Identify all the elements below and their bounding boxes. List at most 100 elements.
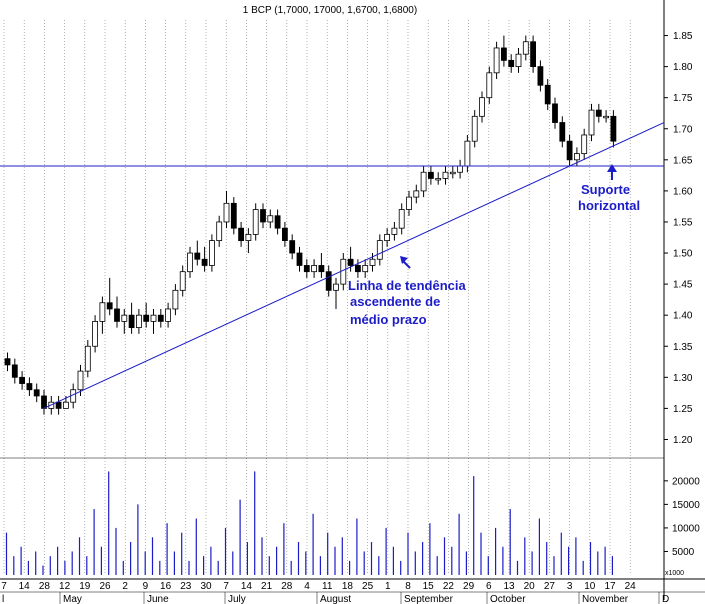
candle-up <box>486 72 493 99</box>
month-label: l <box>2 594 4 604</box>
candle-up <box>165 308 172 322</box>
month-label: September <box>404 594 454 604</box>
candle-down <box>566 140 573 161</box>
candle-up <box>92 320 98 347</box>
price-tick-label: 1.85 <box>673 31 693 42</box>
trend-annotation-line-1: Linha de tendência <box>348 278 467 293</box>
candlesticks <box>4 35 617 415</box>
date-tick-label: 13 <box>503 581 515 592</box>
candle-down <box>610 115 617 142</box>
candle-up <box>267 215 274 223</box>
date-tick-label: 4 <box>304 581 310 592</box>
candle-down <box>500 47 507 61</box>
candle-up <box>179 271 186 291</box>
volume-tick-label: 20000 <box>672 476 700 487</box>
candle-down <box>260 209 266 223</box>
candle-up <box>216 221 223 242</box>
candle-up <box>333 283 339 291</box>
candle-up <box>574 153 580 161</box>
candle-down <box>11 364 18 378</box>
candle-down <box>114 308 120 322</box>
price-tick-label: 1.20 <box>673 435 693 446</box>
trend-annotation-line-3: médio prazo <box>350 312 427 327</box>
candle-down <box>19 376 26 384</box>
price-tick-label: 1.60 <box>673 186 693 197</box>
candle-down <box>157 314 164 322</box>
candle-down <box>303 265 310 273</box>
candle-up <box>442 171 449 179</box>
candle-down <box>354 265 361 273</box>
date-tick-label: 9 <box>143 581 149 592</box>
candle-down <box>238 227 245 242</box>
candle-down <box>106 302 113 310</box>
price-tick-label: 1.30 <box>673 373 693 384</box>
candle-up <box>464 140 471 167</box>
candle-up <box>245 233 252 242</box>
candle-down <box>281 227 288 242</box>
date-tick-label: 11 <box>322 581 333 592</box>
price-axis-ticks: 1.20 1.25 1.30 1.35 1.40 1.45 1.50 1.55 1.60 1.65… <box>664 31 693 446</box>
month-label: July <box>228 594 246 604</box>
price-tick-label: 1.35 <box>673 342 693 353</box>
date-tick-label: 14 <box>241 581 253 592</box>
candle-up <box>398 209 405 229</box>
candle-up <box>471 115 478 142</box>
candle-up <box>121 314 128 322</box>
candle-up <box>208 240 215 266</box>
candle-down <box>325 271 332 291</box>
candle-down <box>530 41 536 68</box>
candle-up <box>479 97 485 117</box>
chart-title: 1 BCP (1,7000, 17000, 1,6700, 1,6800) <box>243 5 417 16</box>
date-tick-label: 3 <box>567 581 573 592</box>
candle-up <box>413 190 420 198</box>
price-tick-label: 1.50 <box>673 249 693 260</box>
candle-up <box>84 345 91 372</box>
candle-up <box>493 47 500 74</box>
candle-down <box>537 66 544 86</box>
date-tick-label: 14 <box>19 581 31 592</box>
month-label: D <box>662 594 669 604</box>
price-tick-label: 1.40 <box>673 311 693 322</box>
candle-down <box>427 171 434 179</box>
candle-down <box>143 314 150 322</box>
date-tick-label: 1 <box>385 581 391 592</box>
month-label: August <box>320 594 351 604</box>
date-tick-label: 25 <box>362 581 374 592</box>
candle-up <box>449 171 456 175</box>
candle-down <box>274 215 281 229</box>
date-tick-label: 28 <box>39 581 51 592</box>
candle-down <box>552 103 558 123</box>
trend-annotation-line-2: ascendente de <box>350 294 440 309</box>
date-tick-label: 18 <box>342 581 354 592</box>
candle-down <box>296 252 303 266</box>
date-tick-label: 8 <box>405 581 411 592</box>
candle-down <box>4 358 11 366</box>
candle-down <box>559 122 566 142</box>
date-tick-label: 6 <box>486 581 492 592</box>
candle-down <box>33 389 40 397</box>
date-tick-label: 21 <box>261 581 273 592</box>
candle-up <box>581 134 588 155</box>
date-tick-label: 28 <box>281 581 293 592</box>
candle-up <box>435 178 442 181</box>
candle-down <box>508 59 515 68</box>
candle-up <box>150 314 157 322</box>
volume-tick-label: 15000 <box>672 500 700 511</box>
date-tick-label: 24 <box>625 581 637 592</box>
date-tick-label: 17 <box>604 581 616 592</box>
candle-up <box>99 302 106 322</box>
candle-up <box>376 240 383 260</box>
candle-up <box>252 209 259 235</box>
date-tick-label: 30 <box>200 581 212 592</box>
candle-up <box>406 196 412 210</box>
candle-up <box>420 171 427 192</box>
volume-tick-label: 10000 <box>672 523 700 534</box>
price-tick-label: 1.25 <box>673 404 693 415</box>
price-tick-label: 1.80 <box>673 62 693 73</box>
month-label: June <box>147 594 169 604</box>
candle-down <box>55 401 62 409</box>
candle-up <box>63 401 69 409</box>
price-tick-label: 1.65 <box>673 155 693 166</box>
date-tick-label: 22 <box>443 581 455 592</box>
